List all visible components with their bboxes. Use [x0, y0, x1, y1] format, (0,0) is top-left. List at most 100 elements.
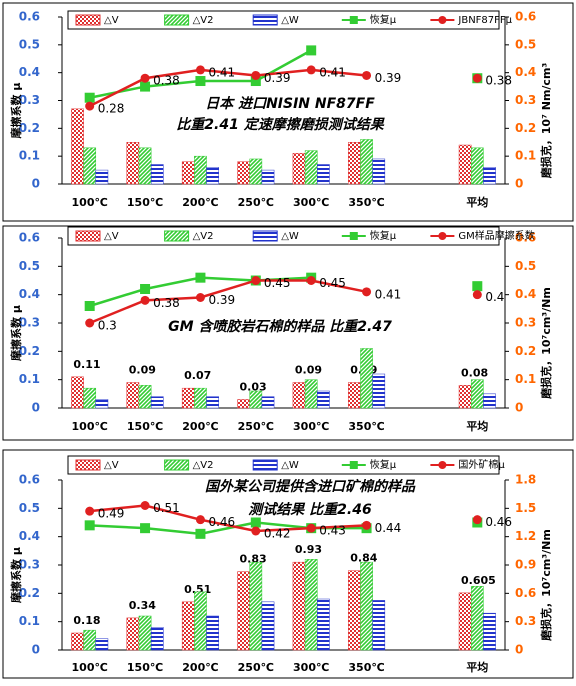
- bar: [150, 627, 164, 651]
- y-tick-label: 0.6: [19, 10, 40, 24]
- x-tick-label: 350℃: [348, 420, 384, 433]
- legend-swatch: [252, 14, 278, 26]
- bar: [138, 385, 152, 409]
- line-marker: [84, 520, 95, 531]
- line-marker: [306, 45, 317, 56]
- y2-tick-label: 0.3: [515, 93, 536, 107]
- bar: [194, 155, 207, 185]
- x-tick-label: 100℃: [72, 196, 108, 209]
- line-marker: [472, 290, 482, 300]
- bar: [95, 169, 109, 185]
- y-tick-label: 0.6: [19, 473, 40, 487]
- line-marker: [472, 281, 483, 292]
- line-value-label: 0.3: [98, 319, 117, 333]
- bar: [470, 379, 484, 409]
- y-tick-label: 0: [32, 177, 40, 191]
- line-value-label: 0.45: [319, 276, 346, 290]
- bar: [95, 399, 109, 409]
- line-marker: [472, 73, 482, 83]
- x-tick-label: 200℃: [182, 420, 218, 433]
- line-value-label: 0.39: [375, 71, 402, 85]
- y2-tick-label: 0.1: [515, 149, 536, 163]
- legend-swatch: [164, 459, 190, 471]
- bar: [126, 617, 140, 651]
- bar: [194, 387, 207, 409]
- bar-value-label: 0.08: [461, 366, 488, 379]
- bar: [458, 592, 472, 651]
- bar: [304, 150, 318, 185]
- bar: [83, 387, 97, 409]
- line-value-label: 0.41: [375, 287, 402, 301]
- line-value-label: 0.39: [208, 293, 235, 307]
- bar: [483, 612, 496, 651]
- y2-tick-label: 0.3: [515, 316, 536, 330]
- y-tick-label: 0.3: [19, 558, 40, 572]
- y2-tick-label: 1.2: [515, 529, 536, 543]
- legend-label: 国外矿棉μ: [458, 458, 505, 471]
- y2-tick-label: 0.5: [515, 37, 536, 51]
- x-tick-label: 300℃: [293, 661, 329, 674]
- x-tick-label: 150℃: [127, 661, 163, 674]
- line-marker: [84, 92, 95, 103]
- line: [89, 504, 367, 533]
- y2-tick-label: 0.6: [515, 231, 536, 245]
- bar: [126, 382, 140, 409]
- x-tick-label: 350℃: [348, 661, 384, 674]
- y2-tick-label: 1.5: [515, 501, 536, 515]
- bar: [249, 561, 263, 651]
- legend-swatch: [75, 14, 101, 26]
- bar: [360, 139, 373, 185]
- bar: [372, 600, 386, 651]
- bar: [138, 147, 152, 185]
- bar: [237, 399, 250, 409]
- y-axis-label: 摩擦系数 μ: [9, 305, 23, 361]
- line-value-label: 0.41: [208, 65, 235, 79]
- bar: [261, 169, 275, 185]
- line-marker: [140, 73, 150, 83]
- legend-swatch: [252, 459, 278, 471]
- line-value-label: 0.41: [319, 65, 346, 79]
- y2-tick-label: 0: [515, 401, 523, 415]
- line-marker: [472, 515, 482, 525]
- x-tick-label: 300℃: [293, 196, 329, 209]
- legend-label: △V: [104, 460, 119, 471]
- bar-value-label: 0.93: [295, 543, 322, 556]
- bar: [292, 382, 306, 409]
- bar: [71, 108, 84, 185]
- y-tick-label: 0.2: [19, 586, 40, 600]
- bar: [83, 147, 97, 185]
- bar-value-label: 0.605: [461, 574, 496, 587]
- bar: [348, 142, 361, 185]
- legend-label: △V2: [193, 15, 214, 26]
- x-tick-label: 200℃: [182, 196, 218, 209]
- legend-swatch: [164, 14, 190, 26]
- y-tick-label: 0.1: [19, 372, 40, 386]
- legend-marker: [438, 232, 447, 240]
- y-tick-label: 0.1: [19, 149, 40, 163]
- bar: [458, 144, 472, 185]
- line-marker: [195, 293, 205, 302]
- line-value-label: 0.43: [319, 524, 346, 538]
- legend-marker: [349, 232, 358, 240]
- y2-axis-label: 磨损克，10⁷cm³/Nm: [539, 287, 553, 400]
- legend-label: △W: [281, 231, 299, 242]
- bar: [470, 147, 484, 185]
- annotation: GM 含喷胶岩石棉的样品 比重2.47: [168, 318, 392, 335]
- y-tick-label: 0.4: [19, 65, 40, 79]
- legend-label: JBNF87FFμ: [457, 15, 512, 26]
- legend-swatch: [164, 230, 190, 242]
- legend-label: GM样品摩擦系数: [458, 229, 534, 242]
- line-value-label: 0.46: [208, 515, 235, 529]
- bar: [83, 629, 97, 651]
- bar: [261, 601, 275, 651]
- x-tick-label: 平均: [466, 660, 488, 674]
- line: [89, 68, 367, 108]
- x-tick-label: 250℃: [238, 196, 274, 209]
- y-tick-label: 0.3: [19, 316, 40, 330]
- bar-value-label: 0.09: [295, 364, 322, 377]
- bar: [249, 158, 263, 185]
- bar: [126, 142, 140, 185]
- legend-label: △V: [104, 15, 119, 26]
- panel-frame: [2, 2, 574, 222]
